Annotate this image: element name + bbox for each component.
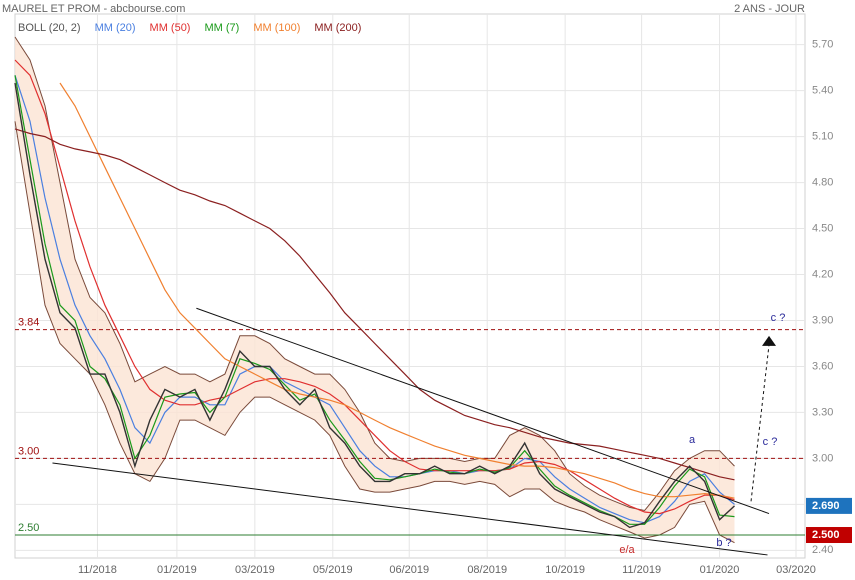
x-tick-label: 11/2019 [622,564,661,576]
annotation: c ? [771,312,786,324]
annotation: c ? [763,436,778,448]
y-tick-label: 2.40 [812,544,833,556]
x-tick-label: 03/2019 [235,564,275,576]
legend-entry: MM (20) [94,22,136,34]
legend: BOLL (20, 2) MM (20) MM (50) MM (7) MM (100)… [18,22,361,34]
level-label: 3.00 [18,445,39,457]
y-tick-label: 4.80 [812,176,833,188]
x-tick-label: 06/2019 [389,564,429,576]
x-tick-label: 01/2019 [157,564,197,576]
trend-line [196,307,770,515]
bollinger-band [15,37,735,543]
x-tick-label: 01/2020 [700,564,740,576]
price-line [14,82,735,529]
last-price-badge-bg [806,497,852,514]
ma-line [14,59,735,515]
x-tick-label: 11/2018 [78,564,117,576]
legend-entry: MM (7) [204,22,240,34]
y-tick-label: 3.60 [812,360,833,372]
level-badge-bg [806,527,852,544]
y-tick-label: 5.70 [812,39,833,51]
y-tick-label: 3.30 [812,406,833,418]
x-tick-label: 08/2019 [467,564,507,576]
legend-entry: BOLL (20, 2) [18,22,81,34]
x-tick-label: 03/2020 [776,564,816,576]
y-tick-label: 5.40 [812,85,833,97]
x-tick-label: 05/2019 [313,564,353,576]
legend-entry: MM (50) [149,22,191,34]
chart-subtitle: 2 ANS - JOUR [734,3,805,15]
y-tick-label: 4.50 [812,222,833,234]
chart-title: MAUREL ET PROM - abcbourse.com [2,3,185,15]
annotation: a [689,434,696,446]
level-badge: 2.500 [812,529,840,541]
annotation: e/a [619,544,635,556]
legend-entry: MM (200) [314,22,362,34]
y-tick-label: 3.90 [812,314,833,326]
x-tick-label: 10/2019 [545,564,585,576]
last-price-badge: 2.690 [812,500,840,512]
ma-line [59,82,735,499]
bollinger-upper [14,36,735,512]
legend-entry: MM (100) [253,22,301,34]
trend-line [52,462,768,556]
level-label: 2.50 [18,522,39,534]
level-label: 3.84 [18,317,39,329]
y-tick-label: 3.00 [812,452,833,464]
y-tick-label: 5.10 [812,130,833,142]
arrow-head [762,335,777,346]
annotation: b ? [716,537,731,549]
y-tick-label: 4.20 [812,268,833,280]
ma-line [14,75,735,524]
projection-arrow [750,344,770,502]
ma-line [14,128,735,481]
